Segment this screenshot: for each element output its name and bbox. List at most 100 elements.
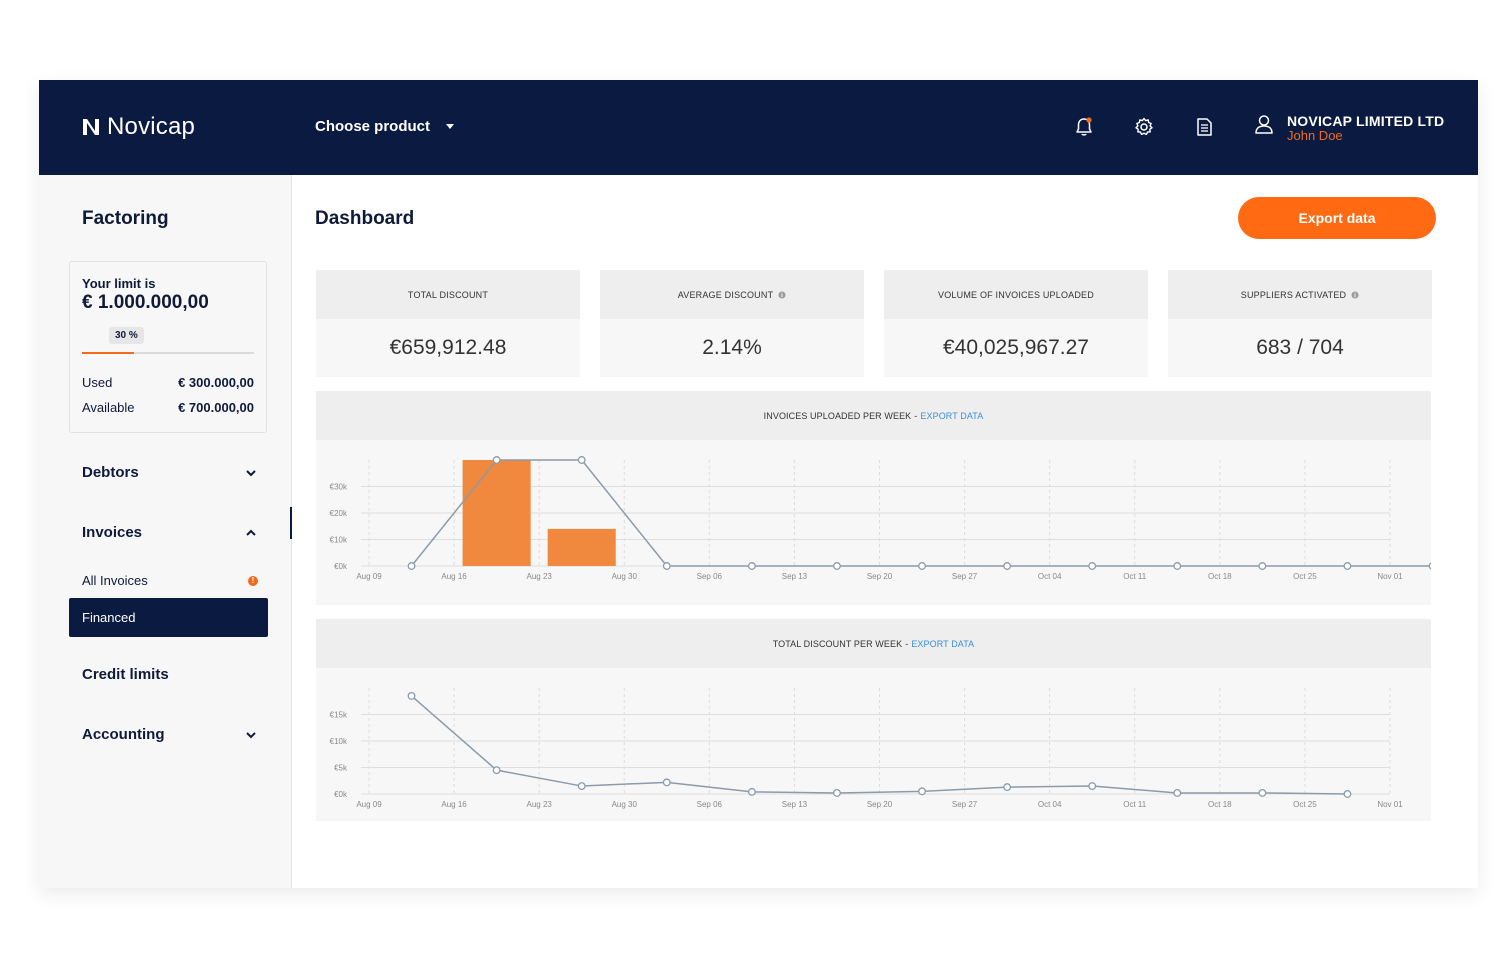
chart-data-point <box>1343 562 1352 570</box>
x-tick-label: Nov 01 <box>1377 572 1403 581</box>
product-dropdown[interactable]: Choose product <box>315 118 454 135</box>
y-tick-label: €10k <box>330 737 348 746</box>
chart-title-separator: - <box>905 638 909 649</box>
sidebar-item-label: Credit limits <box>82 666 169 683</box>
x-tick-label: Oct 04 <box>1038 800 1062 809</box>
kpi-value: 683 / 704 <box>1256 336 1344 359</box>
y-tick-label: €20k <box>330 509 348 518</box>
alert-badge-icon: ! <box>248 575 258 586</box>
export-data-button[interactable]: Export data <box>1238 197 1436 239</box>
x-tick-label: Sep 13 <box>782 800 808 809</box>
x-tick-label: Aug 09 <box>356 800 382 809</box>
sidebar-item-credit-limits[interactable]: Credit limits <box>82 666 258 683</box>
chart-data-point <box>577 456 586 464</box>
sidebar-item-label: Debtors <box>82 464 139 481</box>
x-tick-label: Sep 06 <box>697 572 723 581</box>
bell-icon[interactable] <box>1073 116 1095 138</box>
sidebar: Factoring Your limit is € 1.000.000,00 3… <box>39 175 292 888</box>
chart-data-point <box>1173 788 1182 797</box>
kpi-label: AVERAGE DISCOUNT <box>677 289 774 300</box>
kpi-average-discount: AVERAGE DISCOUNT 2.14% <box>600 270 864 377</box>
chart-title-separator: - <box>914 410 918 421</box>
novicap-logo-icon <box>83 119 99 135</box>
app-window: Novicap Choose product N <box>39 80 1478 888</box>
kpi-label: SUPPLIERS ACTIVATED <box>1240 289 1347 300</box>
sidebar-item-invoices[interactable]: Invoices <box>82 524 258 541</box>
sidebar-item-debtors[interactable]: Debtors <box>82 464 258 481</box>
chart-data-point <box>1003 783 1012 792</box>
kpi-label: TOTAL DISCOUNT <box>407 289 489 300</box>
chevron-down-icon <box>246 469 256 476</box>
chart-data-point <box>1343 790 1352 798</box>
y-tick-label: €15k <box>330 711 348 720</box>
x-tick-label: Aug 30 <box>612 800 638 809</box>
chart-data-point <box>1428 562 1437 570</box>
y-tick-label: €5k <box>334 764 348 773</box>
x-tick-label: Sep 06 <box>697 800 723 809</box>
x-tick-label: Sep 27 <box>952 800 978 809</box>
used-label: Used <box>82 375 113 390</box>
chart-data-point <box>747 787 756 796</box>
caret-down-icon <box>446 124 454 129</box>
chart-data-point <box>1088 782 1097 790</box>
x-tick-label: Aug 23 <box>526 800 552 809</box>
sidebar-item-financed[interactable]: Financed <box>69 598 268 637</box>
sidebar-title: Factoring <box>82 208 169 229</box>
available-row: Available € 700.000,00 <box>82 400 254 415</box>
x-tick-label: Oct 11 <box>1123 800 1147 809</box>
limit-value: € 1.000.000,00 <box>82 292 209 313</box>
kpi-suppliers-activated: SUPPLIERS ACTIVATED 683 / 704 <box>1168 270 1432 377</box>
gear-icon[interactable] <box>1133 116 1155 138</box>
chart-data-point <box>662 778 671 787</box>
available-label: Available <box>82 400 135 415</box>
discount-per-week-chart: TOTAL DISCOUNT PER WEEK - EXPORT DATA €0… <box>316 619 1431 821</box>
chart-data-point <box>747 562 756 570</box>
x-tick-label: Aug 16 <box>441 800 467 809</box>
chart-export-link[interactable]: EXPORT DATA <box>920 410 984 421</box>
y-tick-label: €0k <box>334 562 348 571</box>
x-tick-label: Sep 20 <box>867 572 893 581</box>
brand-logo[interactable]: Novicap <box>81 110 195 144</box>
chart-data-point <box>577 782 586 790</box>
sidebar-item-label: Invoices <box>82 524 143 541</box>
top-bar: Novicap Choose product N <box>39 80 1478 175</box>
y-tick-label: €10k <box>330 536 348 545</box>
sidebar-item-all-invoices[interactable]: All Invoices ! <box>82 573 258 588</box>
chart-data-point <box>918 562 926 570</box>
chart-data-point <box>1088 562 1097 570</box>
x-tick-label: Aug 16 <box>441 572 467 581</box>
sidebar-item-accounting[interactable]: Accounting <box>82 726 258 743</box>
page-title: Dashboard <box>315 208 415 229</box>
chart-export-link[interactable]: EXPORT DATA <box>911 638 975 649</box>
chevron-down-icon <box>246 731 256 738</box>
y-tick-label: €0k <box>334 790 348 799</box>
product-dropdown-label: Choose product <box>315 118 430 135</box>
x-tick-label: Oct 18 <box>1208 800 1232 809</box>
chart-data-point <box>407 562 416 570</box>
kpi-value: €659,912.48 <box>389 336 507 359</box>
chart-data-point <box>1173 562 1182 570</box>
x-tick-label: Oct 18 <box>1208 572 1232 581</box>
user-menu[interactable]: NOVICAP LIMITED LTD John Doe <box>1253 113 1444 142</box>
x-tick-label: Sep 13 <box>782 572 808 581</box>
x-tick-label: Aug 09 <box>356 572 382 581</box>
x-tick-label: Aug 23 <box>526 572 552 581</box>
document-icon[interactable] <box>1193 116 1215 138</box>
chart-data-point <box>492 766 501 775</box>
sidebar-item-label: Financed <box>82 610 136 625</box>
used-value: € 300.000,00 <box>178 375 254 390</box>
sidebar-item-label: All Invoices <box>82 573 148 588</box>
discount-chart-plot: €0k €5k €10k €15k Aug 09 Aug 16 Aug 23 Aug 30 Se… <box>330 688 1403 809</box>
chart-bar <box>462 460 531 566</box>
chevron-up-icon <box>246 529 256 536</box>
chart-title: INVOICES UPLOADED PER WEEK <box>763 410 912 421</box>
limit-progress-fill <box>82 352 134 354</box>
used-row: Used € 300.000,00 <box>82 375 254 390</box>
limit-percent-badge: 30 % <box>109 327 144 344</box>
chart-data-point <box>918 787 926 796</box>
info-icon[interactable] <box>1351 291 1359 299</box>
info-icon[interactable] <box>778 291 786 299</box>
y-tick-label: €30k <box>330 483 348 492</box>
kpi-volume-uploaded: VOLUME OF INVOICES UPLOADED €40,025,967.… <box>884 270 1148 377</box>
x-tick-label: Oct 25 <box>1293 572 1317 581</box>
